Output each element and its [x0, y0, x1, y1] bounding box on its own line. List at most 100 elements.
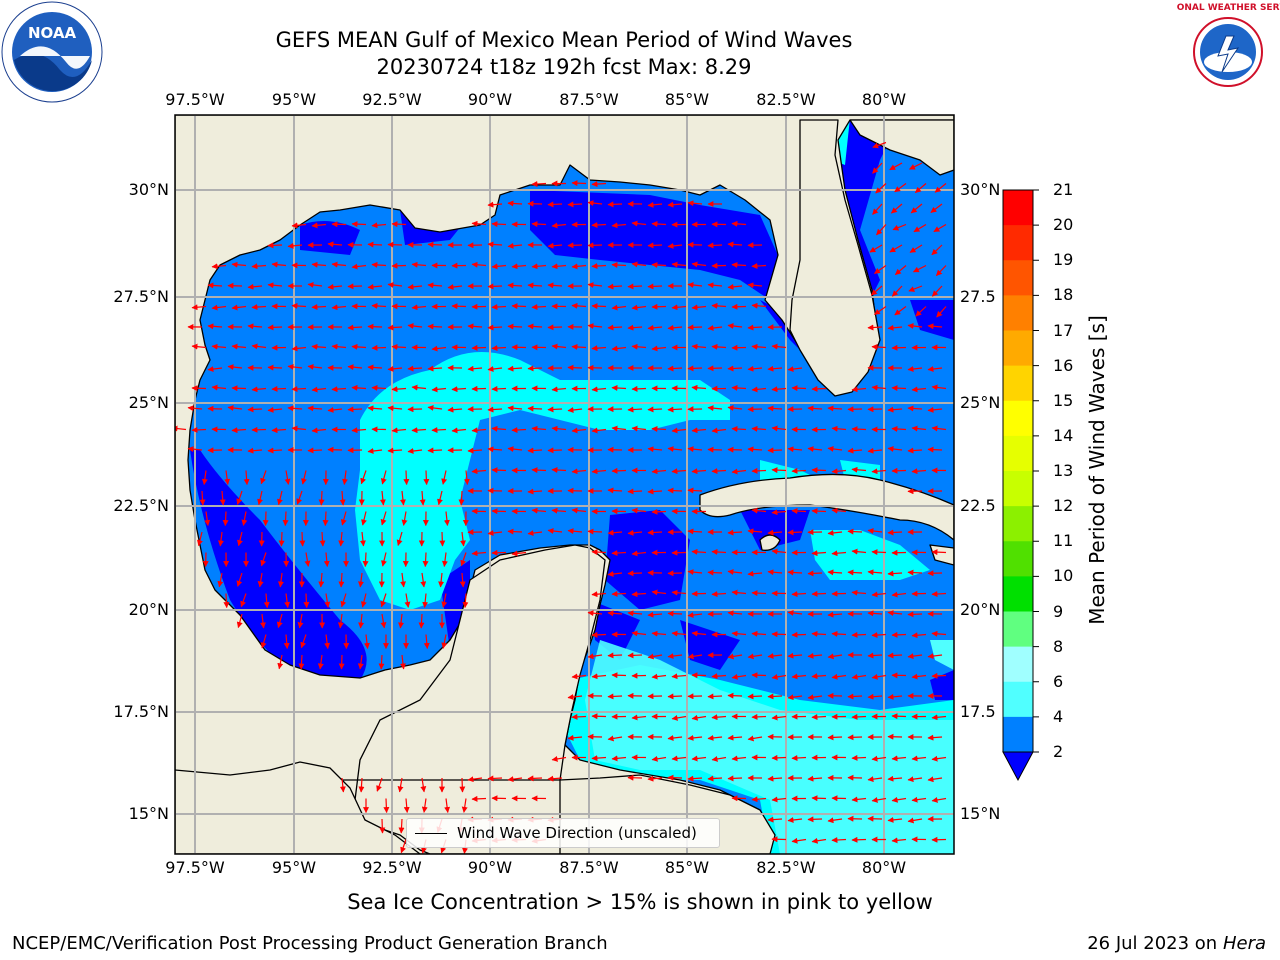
wind-arrow [687, 569, 703, 576]
colorbar-segment [1003, 330, 1033, 367]
wind-arrow [547, 242, 563, 249]
wind-arrow [747, 282, 763, 289]
wind-arrow [731, 384, 747, 391]
wind-arrow [651, 589, 667, 596]
wind-arrow [441, 470, 448, 485]
wind-arrow [931, 384, 947, 391]
wind-arrow [411, 261, 427, 268]
wind-arrow [397, 777, 404, 793]
wind-arrow [611, 755, 627, 762]
wind-arrow [511, 263, 527, 270]
wind-arrow [591, 345, 607, 352]
wind-arrow [908, 162, 923, 170]
wind-arrow [439, 531, 446, 547]
wind-arrow [611, 222, 627, 229]
wind-arrow [460, 531, 466, 547]
wind-arrow [647, 775, 663, 782]
wind-arrow [847, 734, 863, 741]
wind-arrow [284, 470, 291, 485]
wind-arrow [771, 509, 787, 516]
wind-arrow [251, 343, 267, 350]
wind-arrow [876, 224, 887, 236]
colorbar-label: 2 [1053, 742, 1064, 761]
wind-arrow [587, 653, 603, 660]
wind-arrow [491, 221, 507, 228]
wind-arrow [767, 653, 783, 659]
wind-arrow [236, 490, 243, 505]
wind-arrow [551, 467, 567, 474]
wind-arrow [423, 634, 430, 649]
wind-arrow [380, 470, 387, 485]
wind-arrow [487, 241, 503, 248]
wind-arrow [874, 265, 887, 274]
wind-arrow [587, 282, 603, 289]
wind-arrow [591, 673, 607, 680]
wind-arrow [811, 837, 827, 844]
wind-arrow [507, 242, 523, 249]
wind-arrow [458, 490, 465, 506]
wind-arrow [907, 405, 923, 412]
lat-label-right: 25°N [960, 393, 1001, 412]
wind-arrow [307, 363, 323, 370]
wind-arrow [767, 447, 783, 454]
wind-arrow [460, 552, 467, 567]
wind-arrow [807, 816, 823, 823]
wind-arrow [487, 406, 503, 413]
wind-arrow [387, 282, 403, 288]
wind-arrow [771, 754, 787, 761]
colorbar-segment [1003, 611, 1033, 648]
wind-arrow [322, 511, 329, 527]
wind-arrow [707, 693, 723, 700]
wind-arrow [467, 776, 483, 783]
lat-label-left: 30°N [128, 180, 169, 199]
wind-arrow [631, 507, 647, 514]
wind-arrow [691, 343, 707, 350]
wind-arrow [427, 404, 443, 411]
chart-title: GEFS MEAN Gulf of Mexico Mean Period of … [275, 28, 853, 52]
chart-subtitle: 20230724 t18z 192h fcst Max: 8.29 [376, 55, 752, 79]
wind-arrow [727, 775, 743, 782]
wind-arrow [347, 324, 363, 331]
wind-arrow [651, 261, 667, 268]
wind-arrow [851, 631, 867, 638]
wind-arrow [891, 385, 907, 392]
wind-arrow [277, 654, 284, 670]
wind-arrow [359, 531, 366, 547]
wind-arrow [527, 405, 543, 412]
wind-arrow [727, 529, 743, 536]
wind-arrow [267, 242, 283, 249]
wind-arrow [471, 550, 487, 557]
wind-arrow [910, 203, 923, 214]
wind-arrow [627, 324, 643, 331]
wind-arrow [531, 425, 547, 432]
wind-arrow [217, 531, 224, 547]
wind-arrow [427, 365, 443, 372]
wind-arrow [907, 366, 923, 372]
wind-arrow [891, 344, 907, 351]
colorbar-title: Mean Period of Wind Waves [s] [1085, 315, 1109, 625]
wind-arrow [711, 548, 727, 555]
wind-arrow [400, 839, 407, 854]
wind-arrow [487, 324, 503, 331]
wind-arrow [871, 344, 887, 351]
wind-arrow [391, 221, 407, 228]
wind-arrow [647, 406, 663, 413]
wind-arrow [207, 366, 223, 373]
wind-arrow [872, 203, 883, 215]
wind-arrow [851, 713, 867, 720]
wind-arrow [222, 511, 229, 527]
wind-arrow [651, 303, 667, 310]
wind-arrow [667, 610, 683, 617]
wind-arrow [404, 593, 411, 608]
wind-arrow [337, 613, 344, 629]
wind-arrow [227, 405, 243, 411]
wind-arrow [551, 755, 567, 762]
wind-arrow [711, 343, 727, 350]
wind-arrow [471, 468, 487, 475]
wind-arrow [607, 487, 623, 494]
wind-arrow [807, 694, 823, 701]
wind-arrow [338, 654, 345, 670]
wind-arrow [667, 201, 683, 208]
wind-arrow [607, 693, 623, 700]
wind-arrow [651, 755, 667, 762]
